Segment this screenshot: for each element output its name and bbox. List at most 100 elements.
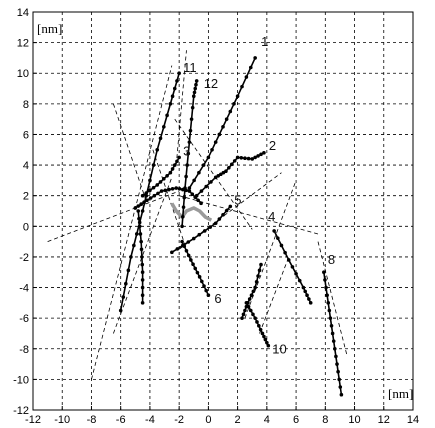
track-point — [193, 266, 198, 271]
x-tick-label: -2 — [174, 414, 184, 426]
track-point — [133, 206, 138, 210]
track-point — [190, 192, 195, 196]
track-point — [194, 79, 199, 83]
track-point — [193, 86, 198, 91]
track-point — [174, 186, 179, 190]
y-tick-label: 4 — [23, 160, 29, 172]
track-point — [232, 159, 237, 163]
track-point — [323, 278, 327, 282]
track-label-3: 3 — [183, 143, 190, 158]
track-point — [251, 289, 256, 294]
track-point — [118, 308, 123, 313]
track-point — [279, 243, 284, 248]
track-point — [184, 249, 189, 253]
track-point — [303, 289, 308, 294]
track-point — [170, 187, 175, 191]
track-point — [213, 221, 218, 226]
track-point — [181, 205, 186, 209]
y-tick-label: 2 — [23, 191, 29, 203]
grid — [32, 11, 414, 411]
y-tick-label: 8 — [23, 99, 29, 111]
track-point — [139, 202, 143, 206]
track-point — [224, 117, 229, 121]
track-label-1: 1 — [261, 34, 268, 49]
grey-track-line — [170, 202, 213, 222]
track-point — [187, 186, 192, 190]
y-tick-label: 6 — [23, 129, 29, 141]
track-point — [266, 343, 271, 348]
track-point — [182, 195, 187, 200]
track-point — [221, 125, 225, 129]
y-tick-label: -12 — [13, 405, 29, 417]
track-point — [148, 196, 153, 200]
track-point — [204, 184, 208, 189]
track-label-11: 11 — [183, 60, 197, 75]
track-point — [329, 324, 334, 328]
x-tick-label: -12 — [25, 414, 41, 426]
track-point — [217, 132, 222, 137]
track-point — [246, 156, 251, 161]
track-point — [196, 198, 200, 203]
track-point — [202, 284, 206, 288]
y-tick-label: -4 — [19, 283, 29, 295]
track-point — [159, 189, 164, 193]
track-point — [251, 312, 255, 317]
track-point — [333, 346, 337, 351]
track-point — [335, 362, 339, 366]
track-point — [181, 214, 185, 219]
track-point — [243, 156, 247, 160]
y-tick-label: -8 — [19, 344, 29, 356]
track-point — [232, 102, 236, 106]
track-point — [327, 308, 332, 313]
y-unit-label: [nm] — [37, 21, 62, 36]
x-tick-label: 12 — [378, 414, 390, 426]
track-point — [253, 316, 257, 320]
track-point — [186, 151, 191, 156]
track-point — [189, 258, 193, 262]
track-point — [204, 288, 208, 293]
track-point — [191, 262, 195, 266]
track-point — [170, 250, 174, 255]
track-point — [290, 265, 295, 269]
track-point — [144, 193, 149, 198]
track-point — [208, 225, 213, 229]
track-point — [140, 293, 145, 297]
track-point — [257, 324, 261, 328]
track-point — [155, 183, 160, 187]
track-point — [170, 94, 175, 98]
y-tick-label: -2 — [19, 252, 29, 264]
x-tick-label: 4 — [264, 414, 270, 426]
track-point — [140, 301, 145, 305]
track-point — [132, 243, 136, 248]
track-point — [331, 339, 336, 343]
track-point — [140, 255, 144, 259]
track-point — [162, 125, 166, 129]
track-point — [257, 268, 262, 273]
track-point — [175, 159, 179, 164]
track-point — [244, 75, 249, 79]
track-point — [210, 147, 214, 152]
track-point — [158, 180, 163, 184]
track-point — [294, 271, 298, 276]
track-point — [158, 136, 163, 141]
track-point — [138, 232, 143, 236]
track-point — [140, 278, 145, 282]
track-point — [206, 155, 211, 160]
plot-frame — [32, 11, 414, 411]
track-point — [183, 186, 187, 190]
track-point — [308, 301, 313, 305]
track-point — [165, 173, 169, 178]
track-point — [326, 301, 331, 305]
track-point — [126, 268, 131, 273]
track-point — [330, 331, 335, 336]
track-point — [136, 204, 141, 208]
track-point — [246, 304, 251, 309]
track-point — [301, 285, 306, 290]
x-tick-label: -4 — [145, 414, 155, 426]
track-point — [168, 102, 173, 106]
track-point — [180, 224, 184, 229]
track-point — [134, 232, 139, 236]
fit-line — [174, 118, 253, 230]
